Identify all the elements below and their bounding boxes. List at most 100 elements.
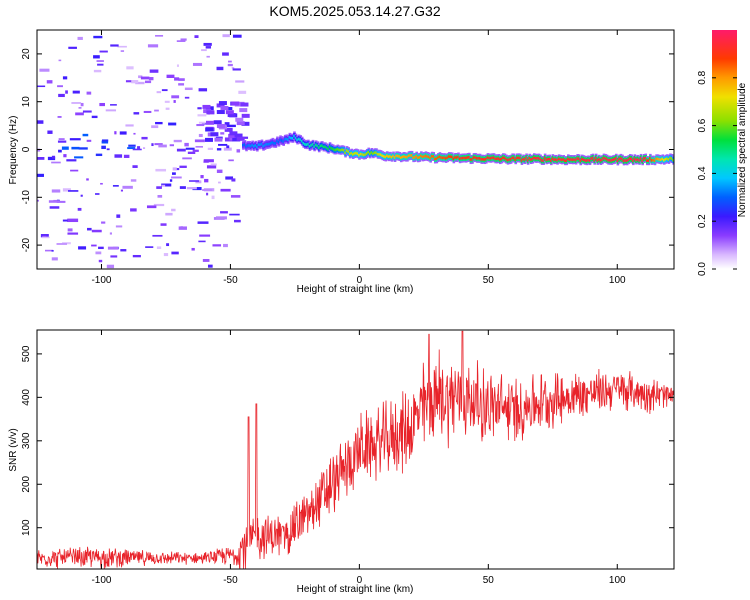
spectrogram-ridge-core [286, 138, 290, 141]
spectrogram-noise-cell [75, 112, 84, 116]
spectrogram-noise-cell [211, 195, 215, 200]
spectrogram-ridge-core [313, 145, 316, 149]
spectrogram-noise-cell [151, 143, 154, 147]
spectrogram-noise-cell [173, 100, 176, 103]
spectrogram-ridge-core [279, 138, 282, 142]
spectrogram-ridge-core [621, 157, 624, 161]
spectrogram-noise-cell [198, 88, 208, 92]
spectrogram-noise-cell [148, 77, 154, 81]
spectrogram-y-tick-label: 0 [21, 146, 32, 152]
spectrogram-noise-cell [91, 244, 97, 247]
spectrogram-ridge-core [669, 156, 672, 160]
spectrogram-ridge-core [615, 156, 618, 160]
spectrogram-noise-cell [101, 145, 106, 150]
spectrogram-ridge-core [361, 153, 364, 156]
spectrogram-ridge-core [511, 156, 514, 160]
snr-series-line [37, 330, 674, 569]
spectrogram-noise-cell [133, 112, 140, 115]
colorbar-tick-label: 0.2 [697, 214, 708, 228]
spectrogram-noise-cell [222, 34, 230, 38]
spectrogram-ridge-core [466, 156, 470, 159]
spectrogram-ridge-core [311, 143, 315, 146]
spectrogram-noise-cell [101, 221, 106, 224]
spectrogram-ridge-core [618, 157, 621, 161]
spectrogram-ridge-core [599, 159, 603, 162]
spectrogram-ridge-core [358, 153, 361, 157]
spectrogram-noise-cell [42, 235, 47, 238]
spectrogram-ridge-core [398, 155, 401, 158]
spectrogram-noise-cell [142, 147, 146, 149]
spectrogram-noise-cell [164, 100, 170, 103]
spectrogram-ridge-core [304, 142, 307, 146]
spectrogram-noise-cell [203, 42, 212, 46]
spectrogram-noise-cell [202, 258, 210, 262]
spectrogram-noise-cell [128, 144, 136, 147]
spectrogram-ridge-core [663, 158, 666, 162]
spectrogram-ridge-core [395, 154, 398, 158]
spectrogram-noise-cell [93, 69, 102, 73]
spectrogram-noise-cell [86, 91, 92, 95]
spectrogram-noise-cell [98, 246, 104, 250]
spectrogram-ridge-core [252, 145, 256, 148]
spectrogram-x-tick-label: -100 [91, 275, 111, 286]
spectrogram-ridge-core [392, 154, 395, 158]
spectrogram-noise-cell [197, 221, 209, 224]
spectrogram-noise-cell [67, 218, 79, 223]
spectrogram-ridge-core [607, 158, 610, 162]
spectrogram-ridge-core [659, 158, 663, 162]
spectrogram-ridge-core [573, 158, 576, 161]
spectrogram-noise-cell [174, 77, 180, 81]
spectrogram-ridge-core [500, 157, 504, 161]
spectrogram-ridge-core [647, 159, 651, 162]
spectrogram-noise-cell [130, 179, 137, 182]
spectrogram-ridge-core [619, 157, 623, 160]
spectrogram-ridge-core [655, 157, 658, 161]
spectrogram-noise-cell [171, 176, 182, 179]
spectrogram-noise-cell [143, 110, 152, 113]
spectrogram-noise-cell [71, 102, 82, 104]
spectrogram-noise-cell [192, 62, 203, 66]
spectrogram-ridge-core [254, 144, 258, 147]
spectrogram-x-tick-label: 50 [483, 275, 495, 286]
spectrogram-noise-cell [186, 187, 197, 190]
spectrogram-ridge-core [399, 156, 403, 159]
spectrogram-ridge-core [305, 143, 309, 146]
spectrogram-noise-cell [57, 116, 62, 118]
snr-x-label: Height of straight line (km) [297, 584, 414, 595]
spectrogram-ridge-core [348, 152, 352, 156]
spectrogram-noise-cell [184, 87, 193, 91]
spectrogram-ridge-core [601, 158, 604, 161]
spectrogram-ridge-core [265, 143, 268, 146]
spectrogram-noise-cell [218, 143, 228, 146]
spectrogram-noise-cell [58, 93, 65, 98]
spectrogram-noise-cell [166, 74, 175, 79]
spectrogram-ridge-core [454, 156, 457, 159]
spectrogram-ridge-core [534, 157, 538, 160]
spectrogram-ridge-core [469, 158, 473, 161]
spectrogram-ridge-core [257, 143, 261, 147]
spectrogram-ridge-core [317, 146, 321, 150]
spectrogram-ridge-core [458, 157, 462, 161]
spectrogram-noise-cell [37, 173, 44, 177]
spectrogram-noise-cell [116, 214, 121, 218]
spectrogram-ridge-core [641, 159, 644, 163]
spectrogram-noise-cell [63, 154, 67, 158]
spectrogram-ridge-core [543, 156, 547, 160]
spectrogram-ridge-core [333, 148, 337, 152]
spectrogram-noise-cell [74, 156, 84, 159]
spectrogram-noise-cell [178, 78, 185, 81]
spectrogram-noise-cell [138, 75, 143, 79]
spectrogram-ridge-core [508, 158, 511, 161]
spectrogram-ridge-core [560, 158, 564, 162]
spectrogram-noise-cell [106, 264, 115, 269]
spectrogram-noise-cell [107, 246, 119, 250]
spectrogram-ridge-core [271, 141, 275, 144]
spectrogram-noise-cell [216, 148, 222, 151]
spectrogram-ridge-core [542, 159, 545, 162]
spectrogram-noise-cell [115, 225, 123, 228]
spectrogram-noise-cell [51, 257, 58, 261]
spectrogram-noise-cell [210, 163, 217, 166]
spectrogram-ridge-core [245, 145, 248, 149]
spectrogram-ridge-core [649, 157, 652, 160]
spectrogram-ridge-core [322, 145, 326, 149]
